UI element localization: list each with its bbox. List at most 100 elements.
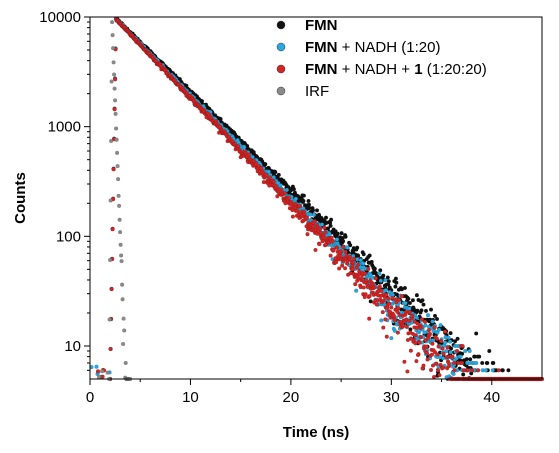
data-point [427, 331, 433, 337]
data-point [491, 360, 496, 366]
legend-entry: IRF [305, 83, 329, 100]
data-point [367, 253, 372, 258]
data-point [108, 198, 113, 203]
data-point [264, 172, 269, 177]
legend-entry: FMN + NADH + 1 (1:20:20) [305, 61, 487, 78]
data-point [348, 243, 353, 248]
data-point [273, 170, 278, 175]
data-point [445, 345, 450, 350]
data-point [355, 245, 360, 250]
data-point [394, 300, 399, 305]
data-point [450, 354, 455, 359]
data-point [407, 310, 412, 315]
data-point [304, 215, 310, 220]
data-point [448, 339, 453, 344]
data-point [430, 363, 436, 368]
data-point [396, 297, 401, 302]
data-point [312, 219, 317, 224]
data-point [353, 282, 358, 287]
data-point [418, 335, 424, 340]
legend-marker [276, 86, 286, 96]
data-point [465, 368, 470, 373]
data-point [425, 357, 430, 362]
data-point [306, 198, 311, 204]
data-point [120, 297, 125, 302]
data-point [407, 318, 412, 323]
data-point [455, 336, 460, 341]
data-point [407, 306, 412, 311]
data-point [432, 325, 437, 330]
data-point [367, 316, 372, 321]
y-tick-label: 10 [64, 338, 81, 355]
data-point [317, 226, 323, 231]
data-point [115, 150, 120, 155]
data-point [351, 261, 356, 266]
data-point [117, 203, 122, 208]
data-point [310, 208, 316, 213]
data-point [415, 321, 420, 326]
data-point [94, 364, 99, 369]
data-point [331, 247, 336, 252]
data-point [373, 276, 378, 281]
data-point [381, 273, 386, 278]
x-tick-label: 20 [283, 389, 300, 406]
legend-marker [276, 42, 286, 52]
data-point [383, 317, 388, 322]
data-point [381, 325, 386, 330]
data-point [461, 368, 466, 373]
data-point [423, 308, 429, 313]
data-point [426, 328, 432, 333]
data-point [407, 300, 412, 306]
data-point [318, 230, 324, 235]
data-point [423, 338, 428, 343]
data-point [381, 298, 386, 303]
data-point [443, 340, 448, 345]
data-point [348, 254, 353, 259]
data-point [301, 193, 306, 198]
data-point [111, 46, 116, 51]
data-point [109, 138, 114, 144]
legend: FMN FMN + NADH (1:20) FMN + NADH + 1 (1:20… [276, 17, 487, 100]
data-point [441, 356, 446, 361]
data-point [395, 309, 400, 314]
data-point [436, 344, 441, 349]
data-point [119, 259, 124, 264]
data-point [301, 198, 306, 203]
data-point [476, 368, 481, 373]
data-point [293, 196, 298, 201]
data-point [377, 271, 382, 276]
data-point [343, 249, 348, 254]
data-point [116, 193, 121, 198]
data-point [108, 257, 113, 263]
data-point [105, 370, 110, 375]
data-point [122, 328, 127, 333]
data-point [339, 249, 344, 254]
data-point [435, 368, 441, 373]
data-point [343, 234, 348, 239]
data-point [314, 208, 320, 213]
legend-marker [276, 20, 286, 30]
data-point [356, 253, 361, 258]
data-point [372, 266, 377, 271]
data-point [109, 287, 114, 292]
data-point [386, 279, 391, 284]
data-point [394, 280, 399, 285]
data-point [356, 262, 361, 267]
data-point [436, 327, 442, 332]
data-point [112, 86, 117, 91]
data-point [379, 318, 384, 323]
series-points [96, 20, 133, 382]
data-point [115, 164, 120, 169]
data-point [218, 116, 223, 122]
data-point [385, 275, 390, 280]
data-point [392, 318, 397, 323]
data-point [117, 217, 122, 222]
data-point [468, 357, 473, 362]
data-point [393, 284, 398, 289]
data-point [343, 266, 348, 271]
data-point [500, 368, 505, 373]
x-axis-title: Time (ns) [283, 424, 349, 441]
data-point [340, 263, 345, 268]
data-point [399, 294, 404, 299]
data-point [367, 293, 372, 299]
